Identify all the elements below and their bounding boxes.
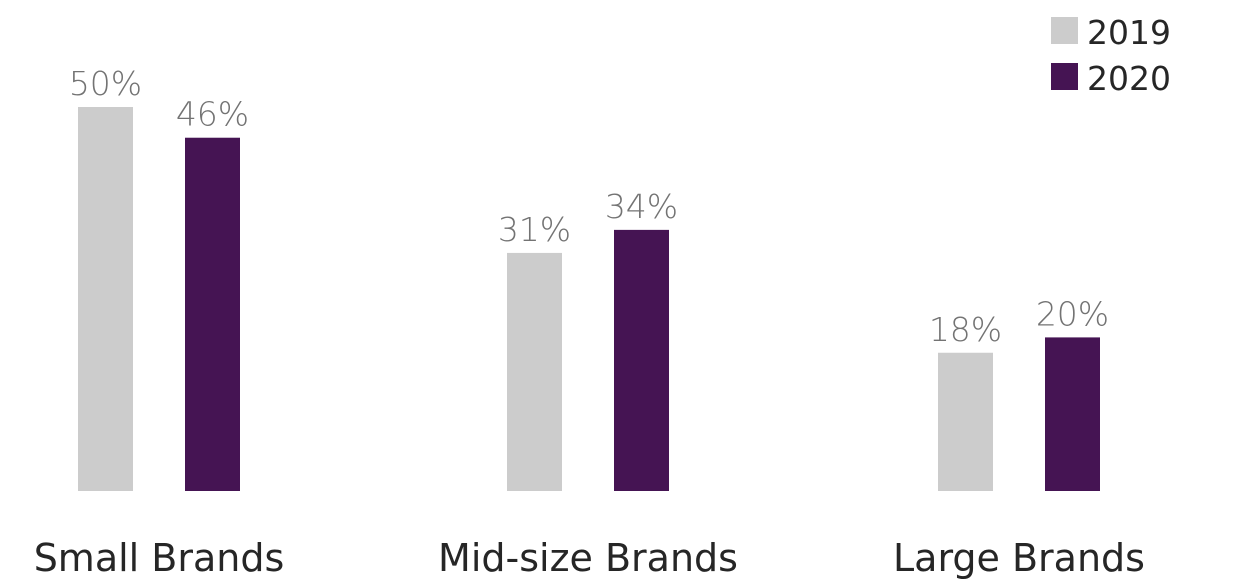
value-label-2020-1: 46% [176,95,249,134]
bar-2019-3 [938,352,993,491]
category-label-3: Large Brands [893,536,1145,580]
legend-label-2020: 2020 [1087,59,1171,98]
category-labels-group: Small Brands Mid-size Brands Large Brands [34,536,1145,580]
value-label-2019-2: 31% [498,210,571,249]
value-label-2019-1: 50% [69,64,142,103]
legend-swatch-2019 [1051,17,1078,44]
value-label-2019-3: 18% [929,310,1002,349]
value-label-2020-3: 20% [1036,294,1109,333]
bar-2020-1 [185,137,240,491]
value-labels-group: 50% 46% 31% 34% 18% 20% [69,64,1109,349]
legend-swatch-2020 [1051,63,1078,90]
category-label-1: Small Brands [34,536,285,580]
legend: 2019 2020 [1051,13,1171,98]
bars-group [78,107,1100,491]
value-label-2020-2: 34% [605,187,678,226]
bar-2019-2 [507,252,562,491]
category-label-2: Mid-size Brands [438,536,738,580]
bar-2020-2 [614,229,669,491]
legend-label-2019: 2019 [1087,13,1171,52]
bar-2019-1 [78,107,133,491]
bar-2020-3 [1045,337,1100,491]
